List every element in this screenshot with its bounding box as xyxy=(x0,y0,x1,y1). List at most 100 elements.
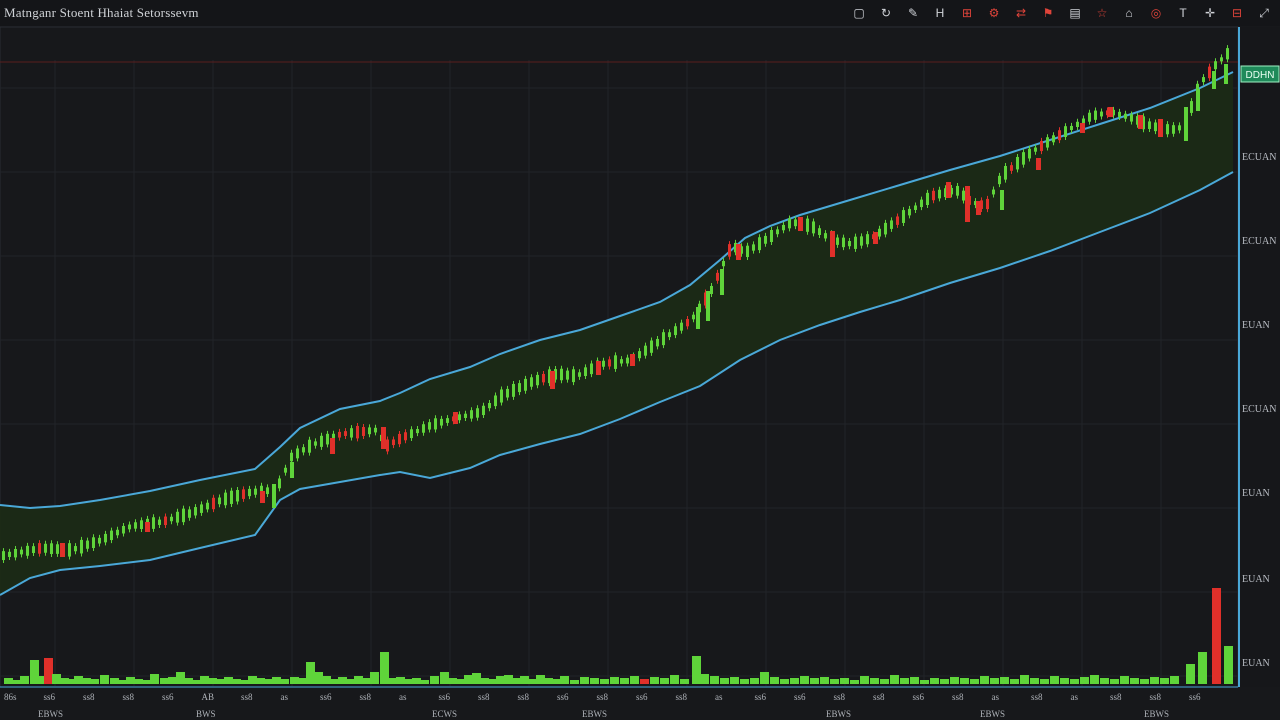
candle-down xyxy=(873,232,878,244)
candle-down xyxy=(596,361,601,375)
candle xyxy=(332,433,335,441)
x-tick-label: as xyxy=(992,692,1000,702)
candle-down xyxy=(830,231,835,257)
candle xyxy=(914,205,917,210)
volume-bar xyxy=(1080,677,1089,684)
volume-bar xyxy=(730,677,739,684)
x-tick-label: ss8 xyxy=(597,692,609,702)
highlight-icon[interactable]: H xyxy=(935,6,945,20)
candle-down xyxy=(60,543,65,557)
volume-bar xyxy=(38,676,47,684)
candle xyxy=(116,529,119,536)
volume-bar xyxy=(640,679,649,684)
volume-bar xyxy=(630,676,639,684)
candle xyxy=(1082,118,1085,124)
candle-large xyxy=(290,462,294,478)
volume-bar xyxy=(396,677,405,684)
grid-icon[interactable]: ⊟ xyxy=(1231,6,1243,20)
candle xyxy=(1016,156,1019,170)
settings-icon[interactable]: ⚙ xyxy=(988,6,1000,20)
candle xyxy=(80,539,83,554)
volume-bar xyxy=(126,677,135,684)
volume-bar xyxy=(272,677,281,684)
pencil-icon[interactable]: ✎ xyxy=(907,6,919,20)
star-icon[interactable]: ☆ xyxy=(1096,6,1108,20)
layout-icon[interactable]: ▤ xyxy=(1069,6,1081,20)
candle xyxy=(26,545,29,556)
candle-down xyxy=(453,412,458,424)
volume-bar xyxy=(970,679,979,684)
volume-bar xyxy=(488,679,497,684)
candle xyxy=(866,234,869,245)
volume-bar xyxy=(720,678,729,684)
volume-bar xyxy=(504,675,513,684)
y-tick-label: ECUAN xyxy=(1242,236,1276,247)
candle xyxy=(482,405,485,416)
candle xyxy=(110,530,113,541)
volume-bar xyxy=(980,676,989,684)
volume-bar xyxy=(290,677,299,684)
indicator-icon[interactable]: ⊞ xyxy=(961,6,973,20)
volume-bar xyxy=(1130,678,1139,684)
x-tick-label: ss8 xyxy=(83,692,95,702)
camera-icon[interactable]: ◎ xyxy=(1150,6,1162,20)
volume-bar xyxy=(780,679,789,684)
volume-bar xyxy=(1050,676,1059,684)
candle xyxy=(368,427,371,435)
candle xyxy=(788,218,791,229)
candle xyxy=(1202,77,1205,83)
refresh-icon[interactable]: ↻ xyxy=(880,6,892,20)
x-tick-label: ss8 xyxy=(873,692,885,702)
candle xyxy=(740,246,743,254)
candle xyxy=(620,359,623,364)
price-chart[interactable]: DDHN ECUAN ECUAN EUAN ECUAN EUAN EUAN EUAN 86s ss… xyxy=(0,26,1280,720)
candle xyxy=(470,410,473,419)
x-tick-label: ss8 xyxy=(241,692,253,702)
candle xyxy=(1172,125,1175,134)
volume-bar xyxy=(306,662,315,684)
x-tick-label: ss6 xyxy=(1189,692,1201,702)
tag-icon[interactable]: ⌂ xyxy=(1125,6,1133,20)
candle-large xyxy=(1000,190,1004,210)
volume-bar xyxy=(820,677,829,684)
candle xyxy=(356,425,359,439)
text-icon[interactable]: T xyxy=(1179,6,1187,20)
candle xyxy=(848,240,851,247)
x-tick-label: as xyxy=(281,692,289,702)
candle xyxy=(770,229,773,243)
volume-bar xyxy=(770,677,779,684)
volume-bar xyxy=(52,674,61,684)
candle xyxy=(722,260,725,267)
candle xyxy=(254,488,257,495)
volume-bar xyxy=(680,679,689,684)
candle xyxy=(1106,110,1109,116)
candle xyxy=(1022,152,1025,165)
candle xyxy=(266,487,269,495)
crosshair-icon[interactable]: ✛ xyxy=(1204,6,1216,20)
candle xyxy=(554,369,557,380)
candle xyxy=(398,433,401,445)
candle-large xyxy=(272,484,276,508)
x-tick-label: ss6 xyxy=(557,692,569,702)
volume-bar xyxy=(456,679,465,684)
candle xyxy=(140,520,143,530)
alert-icon[interactable]: ⚑ xyxy=(1042,6,1054,20)
volume-bar xyxy=(248,676,257,684)
fullscreen-icon[interactable]: ⤢ xyxy=(1259,5,1269,20)
volume-bar xyxy=(544,678,553,684)
volume-bar xyxy=(960,678,969,684)
volume-bar xyxy=(322,676,331,684)
candle xyxy=(350,428,353,438)
x-tick-label: ss8 xyxy=(1110,692,1122,702)
candle xyxy=(920,199,923,208)
candle-down xyxy=(736,244,741,260)
volume-bar xyxy=(700,674,709,684)
volume-bar xyxy=(790,678,799,684)
screen-icon[interactable]: ▢ xyxy=(853,6,865,20)
volume-bar xyxy=(216,679,225,684)
compare-icon[interactable]: ⇄ xyxy=(1015,6,1027,20)
x-tick-label: ss8 xyxy=(518,692,530,702)
candle xyxy=(392,439,395,446)
candle xyxy=(992,189,995,195)
volume-bar xyxy=(1100,678,1109,684)
